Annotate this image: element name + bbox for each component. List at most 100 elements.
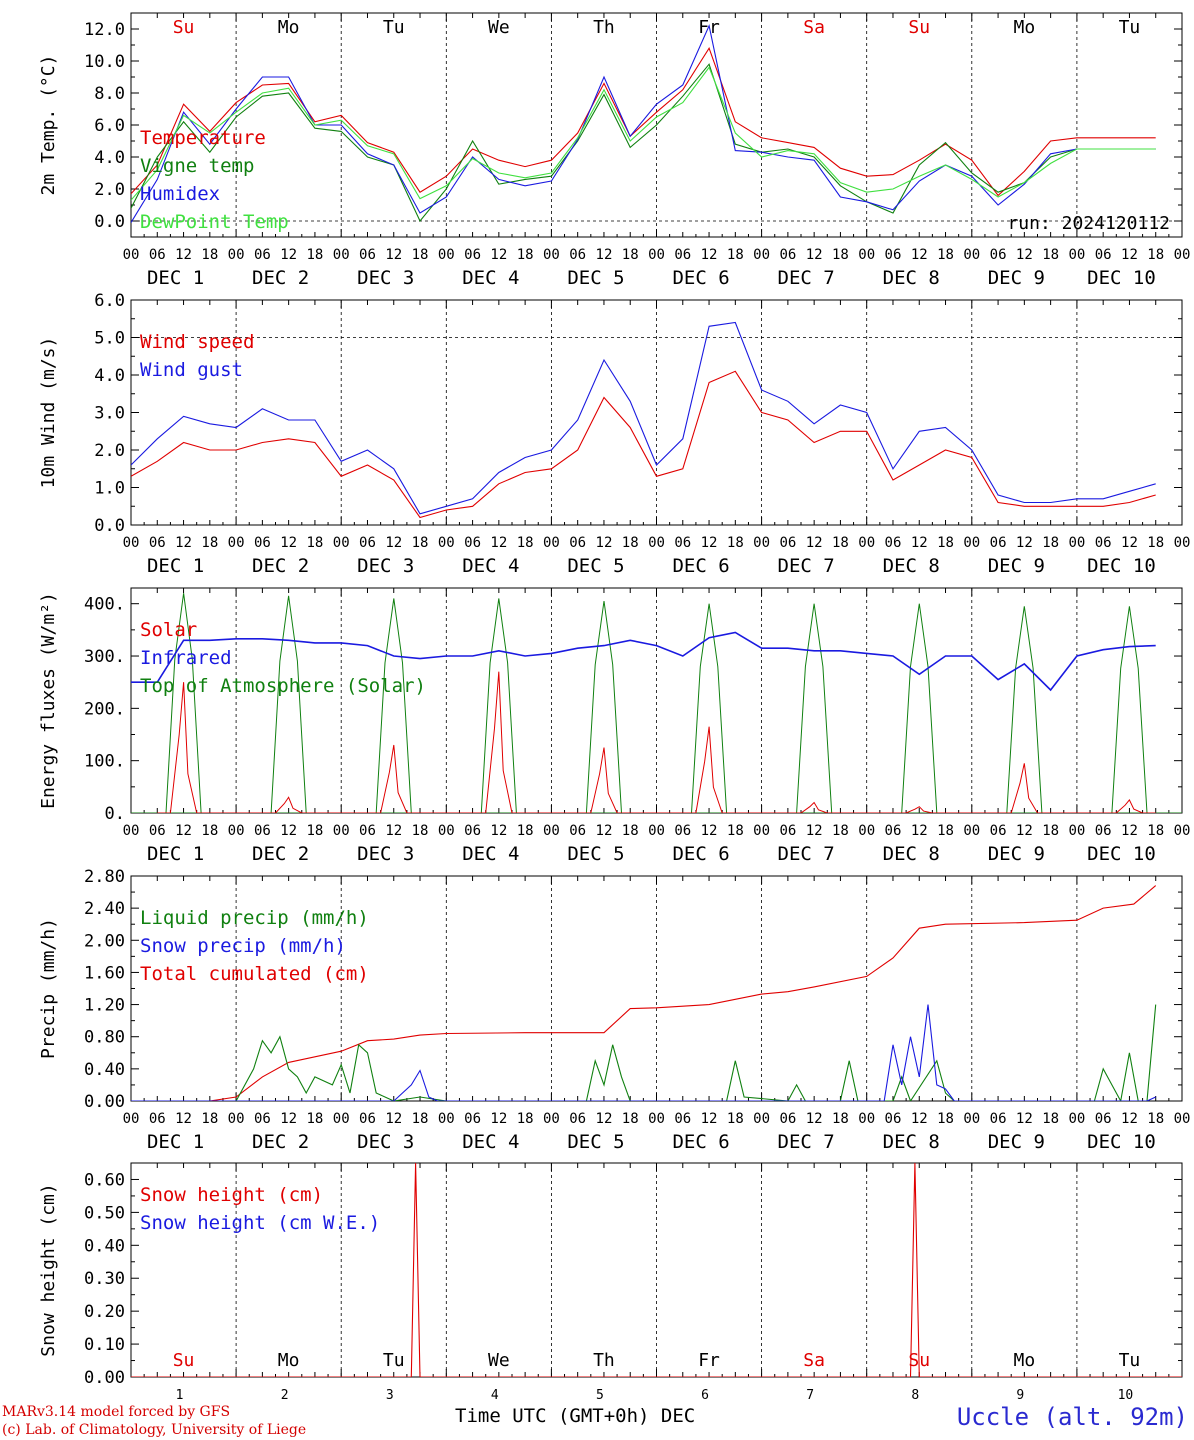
y-tick-label: 6.0 (94, 116, 125, 136)
hour-tick-label: 00 (123, 1111, 140, 1127)
weekday-label: We (488, 1350, 510, 1371)
series-line-dewpoint-temp (131, 66, 1156, 201)
hour-tick-label: 06 (885, 535, 902, 551)
legend-entry: Total cumulated (cm) (140, 963, 369, 985)
legend-entry: Liquid precip (mm/h) (140, 907, 369, 929)
series-group (131, 24, 1156, 223)
date-label: DEC 2 (252, 1131, 309, 1153)
hour-tick-label: 18 (937, 247, 954, 263)
y-tick-label: 0.30 (84, 1269, 125, 1289)
day-number-label: 5 (596, 1388, 604, 1403)
y-tick-label: 200. (84, 699, 125, 719)
legend-entry: Wind gust (140, 359, 243, 381)
y-tick-label: 0.00 (84, 1092, 125, 1112)
hour-tick-label: 18 (1147, 1111, 1164, 1127)
legend-entry: Solar (140, 619, 197, 641)
weekday-label: Mo (1014, 17, 1036, 38)
hour-tick-label: 18 (937, 535, 954, 551)
hour-tick-label: 12 (490, 247, 507, 263)
hour-tick-label: 12 (280, 1111, 297, 1127)
weekday-label: Mo (1014, 1350, 1036, 1371)
hour-tick-label: 18 (517, 823, 534, 839)
hour-tick-label: 18 (622, 535, 639, 551)
hour-tick-label: 18 (832, 1111, 849, 1127)
date-label: DEC 6 (672, 267, 729, 289)
hour-tick-label: 00 (1174, 1111, 1191, 1127)
hour-tick-label: 18 (201, 1111, 218, 1127)
hour-tick-label: 12 (280, 535, 297, 551)
hour-tick-label: 06 (569, 535, 586, 551)
hour-tick-label: 12 (911, 247, 928, 263)
series-line-total-cumulated-cm- (131, 885, 1157, 1101)
series-line-humidex (131, 24, 1156, 223)
y-tick-label: 4.0 (94, 366, 125, 386)
hour-tick-label: 18 (412, 823, 429, 839)
hour-tick-label: 06 (674, 1111, 691, 1127)
y-axis-title: 10m Wind (m/s) (38, 337, 59, 489)
panel-5: 0.60 0.50 0.40 0.30 0.20 0.10 0.00 Snow height … (38, 1162, 1183, 1403)
hour-tick-label: 12 (596, 535, 613, 551)
hour-tick-label: 00 (858, 823, 875, 839)
legend-entry: Infrared (140, 647, 232, 669)
hour-tick-label: 12 (911, 535, 928, 551)
hour-tick-label: 18 (1042, 247, 1059, 263)
date-label: DEC 6 (672, 1131, 729, 1153)
hour-tick-label: 18 (306, 823, 323, 839)
hour-tick-label: 00 (753, 247, 770, 263)
day-number-label: 1 (176, 1388, 184, 1403)
hour-tick-label: 12 (385, 823, 402, 839)
hour-tick-label: 12 (175, 1111, 192, 1127)
hour-tick-label: 00 (858, 535, 875, 551)
hour-tick-label: 12 (1121, 247, 1138, 263)
hour-tick-label: 06 (1095, 535, 1112, 551)
y-tick-label: 8.0 (94, 84, 125, 104)
hour-tick-label: 12 (701, 823, 718, 839)
hour-tick-label: 00 (1068, 247, 1085, 263)
date-label: DEC 2 (252, 555, 309, 577)
series-line-liquid-precip-mm-h- (131, 1004, 1157, 1101)
hour-tick-label: 18 (727, 823, 744, 839)
hour-tick-label: 00 (963, 535, 980, 551)
date-label: DEC 2 (252, 843, 309, 865)
hour-tick-label: 00 (753, 535, 770, 551)
plot-frame (130, 299, 1183, 526)
panel-4: 2.80 2.40 2.00 1.60 1.20 0.80 0.40 0.00 Precip (… (38, 867, 1190, 1153)
hour-tick-label: 00 (438, 247, 455, 263)
hour-tick-label: 12 (490, 823, 507, 839)
hour-tick-label: 18 (412, 535, 429, 551)
date-label: DEC 6 (672, 555, 729, 577)
date-label: DEC 9 (988, 267, 1045, 289)
hour-tick-label: 06 (149, 823, 166, 839)
hour-tick-label: 00 (123, 535, 140, 551)
weekday-label: Su (173, 1350, 195, 1371)
hour-tick-label: 06 (464, 823, 481, 839)
hour-tick-label: 18 (832, 823, 849, 839)
hour-tick-label: 06 (149, 535, 166, 551)
date-label: DEC 7 (778, 843, 835, 865)
weekday-label: Tu (1119, 1350, 1141, 1371)
y-tick-label: 2.00 (84, 931, 125, 951)
hour-tick-label: 06 (359, 823, 376, 839)
hour-tick-label: 00 (963, 247, 980, 263)
series-group (131, 321, 1156, 519)
hour-tick-label: 18 (1042, 535, 1059, 551)
hour-tick-label: 00 (543, 823, 560, 839)
hour-tick-label: 12 (175, 823, 192, 839)
hour-tick-label: 06 (1095, 1111, 1112, 1127)
hour-tick-label: 12 (596, 1111, 613, 1127)
hour-tick-label: 12 (701, 1111, 718, 1127)
y-tick-label: 10.0 (84, 52, 125, 72)
legend-entry: Vigne temp (140, 155, 254, 177)
hour-tick-label: 06 (779, 247, 796, 263)
hour-tick-label: 00 (1174, 247, 1191, 263)
series-line-vigne-temp (131, 63, 1156, 223)
hour-tick-label: 00 (333, 247, 350, 263)
hour-tick-label: 00 (1174, 535, 1191, 551)
date-label: DEC 4 (462, 843, 519, 865)
hour-tick-label: 18 (1042, 823, 1059, 839)
y-tick-label: 5.0 (94, 329, 125, 349)
date-label: DEC 5 (567, 267, 624, 289)
hour-tick-label: 00 (123, 247, 140, 263)
date-label: DEC 10 (1087, 267, 1156, 289)
date-label: DEC 9 (988, 843, 1045, 865)
